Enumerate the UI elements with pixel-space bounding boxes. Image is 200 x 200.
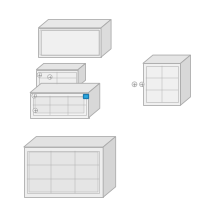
Bar (35, 97, 84, 113)
Polygon shape (103, 137, 116, 197)
Polygon shape (143, 63, 180, 105)
Bar (83, 94, 88, 98)
Circle shape (33, 108, 37, 113)
Circle shape (32, 94, 36, 98)
Circle shape (132, 82, 137, 87)
Polygon shape (36, 70, 78, 86)
Circle shape (48, 75, 52, 79)
Bar (33, 96, 86, 115)
Bar (27, 151, 99, 193)
Polygon shape (38, 20, 111, 28)
Circle shape (37, 73, 42, 77)
Polygon shape (143, 55, 191, 63)
Bar (41, 30, 99, 55)
Bar (40, 30, 99, 55)
Polygon shape (30, 83, 100, 93)
Bar (146, 66, 178, 102)
Polygon shape (30, 93, 89, 118)
Circle shape (140, 82, 144, 87)
Polygon shape (24, 137, 116, 147)
Polygon shape (180, 55, 191, 105)
Polygon shape (78, 63, 86, 86)
Bar (29, 152, 98, 192)
Polygon shape (38, 28, 101, 57)
Polygon shape (36, 63, 86, 70)
Polygon shape (101, 20, 111, 57)
Polygon shape (89, 83, 100, 118)
Polygon shape (24, 147, 103, 197)
Bar (39, 72, 76, 84)
